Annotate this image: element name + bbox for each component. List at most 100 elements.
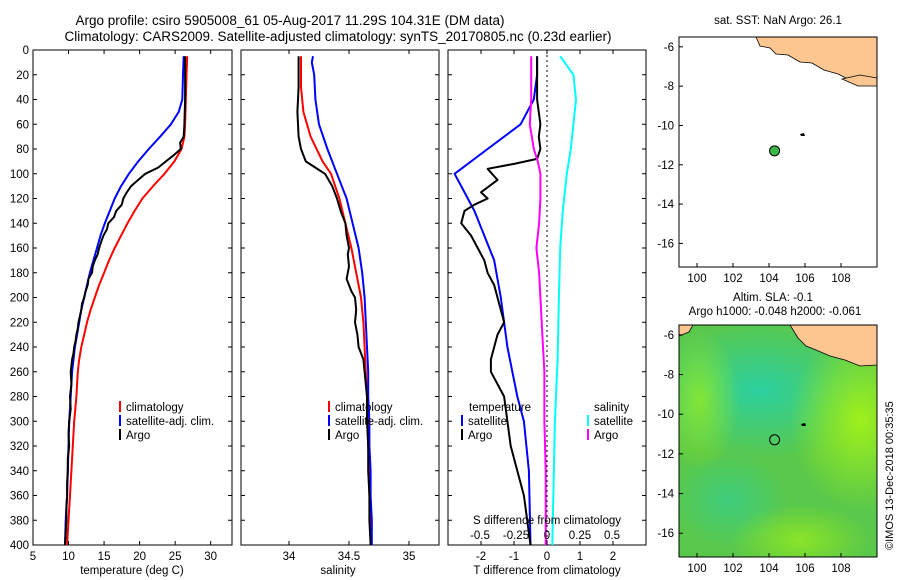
sst_map-argo-position-marker [769,145,781,157]
sla_map-lat-tick-label: -8 [664,370,674,382]
depth-tick-label: 120 [10,194,29,206]
temperature-panel-frame [32,49,233,546]
sla-map-frame [678,324,878,558]
sla-map-title1: Altim. SLA: -0.1 [733,292,813,304]
difference-series-t-argo [460,56,542,546]
legend-label-t-argo: Argo [468,430,492,442]
depth-tick-label: 60 [16,119,29,131]
sla-high-region-3 [730,505,870,557]
legend-label-climatology: climatology [335,402,393,414]
difference-xtick-label: 2 [610,551,616,563]
temperature-axis-label: temperature (deg C) [80,565,184,577]
sla_map-lat-tick-label: -14 [657,489,674,501]
s-difference-label: S difference from climatology [473,515,621,527]
sla_map-lon-tick-label: 100 [687,563,706,575]
difference-xtick-label: 0 [544,551,550,563]
salinity-series-argo [296,56,372,546]
salinity-legend: climatology satellite-adj. clim. Argo [328,401,423,442]
sla-map-title2: Argo h1000: -0.048 h2000: -0.061 [689,306,862,318]
sla-high-region [790,330,877,510]
temperature-xtick-label: 25 [169,551,182,563]
depth-tick-label: 0 [23,45,29,57]
legend-label-t-satellite: satellite [468,416,507,428]
salinity-series-satellite-adj-clim- [310,56,373,545]
s-difference-tick-label: -0.5 [470,530,490,542]
depth-tick-label: 100 [10,169,29,181]
s-difference-tick-label: 0.5 [604,530,620,542]
depth-tick-label: 320 [10,441,29,453]
depth-tick-label: 40 [16,95,29,107]
legend-label-s-satellite: satellite [594,416,633,428]
temperature-xtick-label: 10 [62,551,75,563]
depth-tick-label: 200 [10,293,29,305]
depth-tick-label: 400 [10,540,29,552]
depth-tick-label: 360 [10,491,29,503]
legend-label-s-argo: Argo [594,430,618,442]
sst-map-land [755,37,877,136]
temperature-xtick-label: 30 [204,551,217,563]
depth-tick-label: 280 [10,392,29,404]
salinity-xtick-label: 35 [403,551,416,563]
sla-map-field [679,325,877,557]
depth-tick-label: 260 [10,367,29,379]
christmas-island [800,133,805,136]
island-land [840,74,877,87]
sst-map-frame [678,36,878,268]
depth-tick-label: 80 [16,144,29,156]
s-difference-tick-label: -0.25 [503,530,529,542]
salinity-xtick-label: 34 [283,551,296,563]
sla_map-argo-position-marker [769,434,781,446]
sst_map-lat-tick-label: -8 [664,81,674,93]
sla-high-region-2 [679,330,740,470]
depth-tick-label: 220 [10,317,29,329]
java-coast-land [789,325,877,367]
depth-tick-label: 180 [10,268,29,280]
legend-label-climatology: climatology [126,402,184,414]
sla_map-lat-tick-label: -16 [657,528,674,540]
sst_map-lon-tick-label: 104 [759,273,779,285]
sst_map-lon-tick-label: 108 [831,273,850,285]
temperature-legend: climatology satellite-adj. clim. Argo [119,401,214,442]
legend-label-argo: Argo [126,430,150,442]
temperature-xtick-label: 5 [30,551,36,563]
s-difference-tick-label: 0.25 [569,530,591,542]
difference-xtick-label: -2 [476,551,486,563]
legend-label-satellite: satellite-adj. clim. [126,416,214,428]
sst_map-lat-tick-label: -14 [657,199,674,211]
legend-label-argo: Argo [335,430,359,442]
sst_map-lat-tick-label: -16 [657,238,674,250]
depth-tick-label: 160 [10,243,29,255]
depth-tick-label: 140 [10,218,29,230]
difference-series-s-satellite [551,55,577,546]
temperature-series-climatology [66,56,189,546]
sst_map-lon-tick-label: 106 [795,273,814,285]
difference-xtick-label: 1 [577,551,583,563]
sla_map-lon-tick-label: 108 [831,563,850,575]
sla_map-lat-tick-label: -12 [657,449,674,461]
temperature-xtick-label: 20 [133,551,146,563]
figure-title-line2: Climatology: CARS2009. Satellite-adjuste… [64,29,611,44]
depth-tick-label: 240 [10,342,29,354]
legend-title-temperature: temperature [469,402,531,414]
figure-title-line1: Argo profile: csiro 5905008_61 05-Aug-20… [75,13,504,28]
sla_map-lon-tick-label: 102 [723,563,742,575]
difference-legend: temperature satellite Argo salinity sate… [461,402,633,442]
difference-series-t-satellite [453,56,539,546]
sla_map-lon-tick-label: 104 [759,563,779,575]
sst_map-lon-tick-label: 100 [687,273,706,285]
sst_map-lat-tick-label: -10 [657,120,674,132]
depth-tick-label: 20 [16,70,29,82]
difference-series-s-argo [528,56,547,545]
temperature-series-argo [64,56,187,546]
sst_map-lat-tick-label: -12 [657,160,674,172]
salinity-panel-frame [240,49,440,546]
difference-xtick-label: -1 [509,551,519,563]
christmas-island [801,423,806,426]
salinity-axis-label: salinity [320,565,355,577]
sst_map-lon-tick-label: 102 [723,273,742,285]
sla_map-lat-tick-label: -6 [664,330,674,342]
depth-tick-label: 340 [10,466,29,478]
footer-copyright: ©IMOS 13-Dec-2018 00:35:35 [884,401,896,550]
depth-tick-label: 380 [10,515,29,527]
